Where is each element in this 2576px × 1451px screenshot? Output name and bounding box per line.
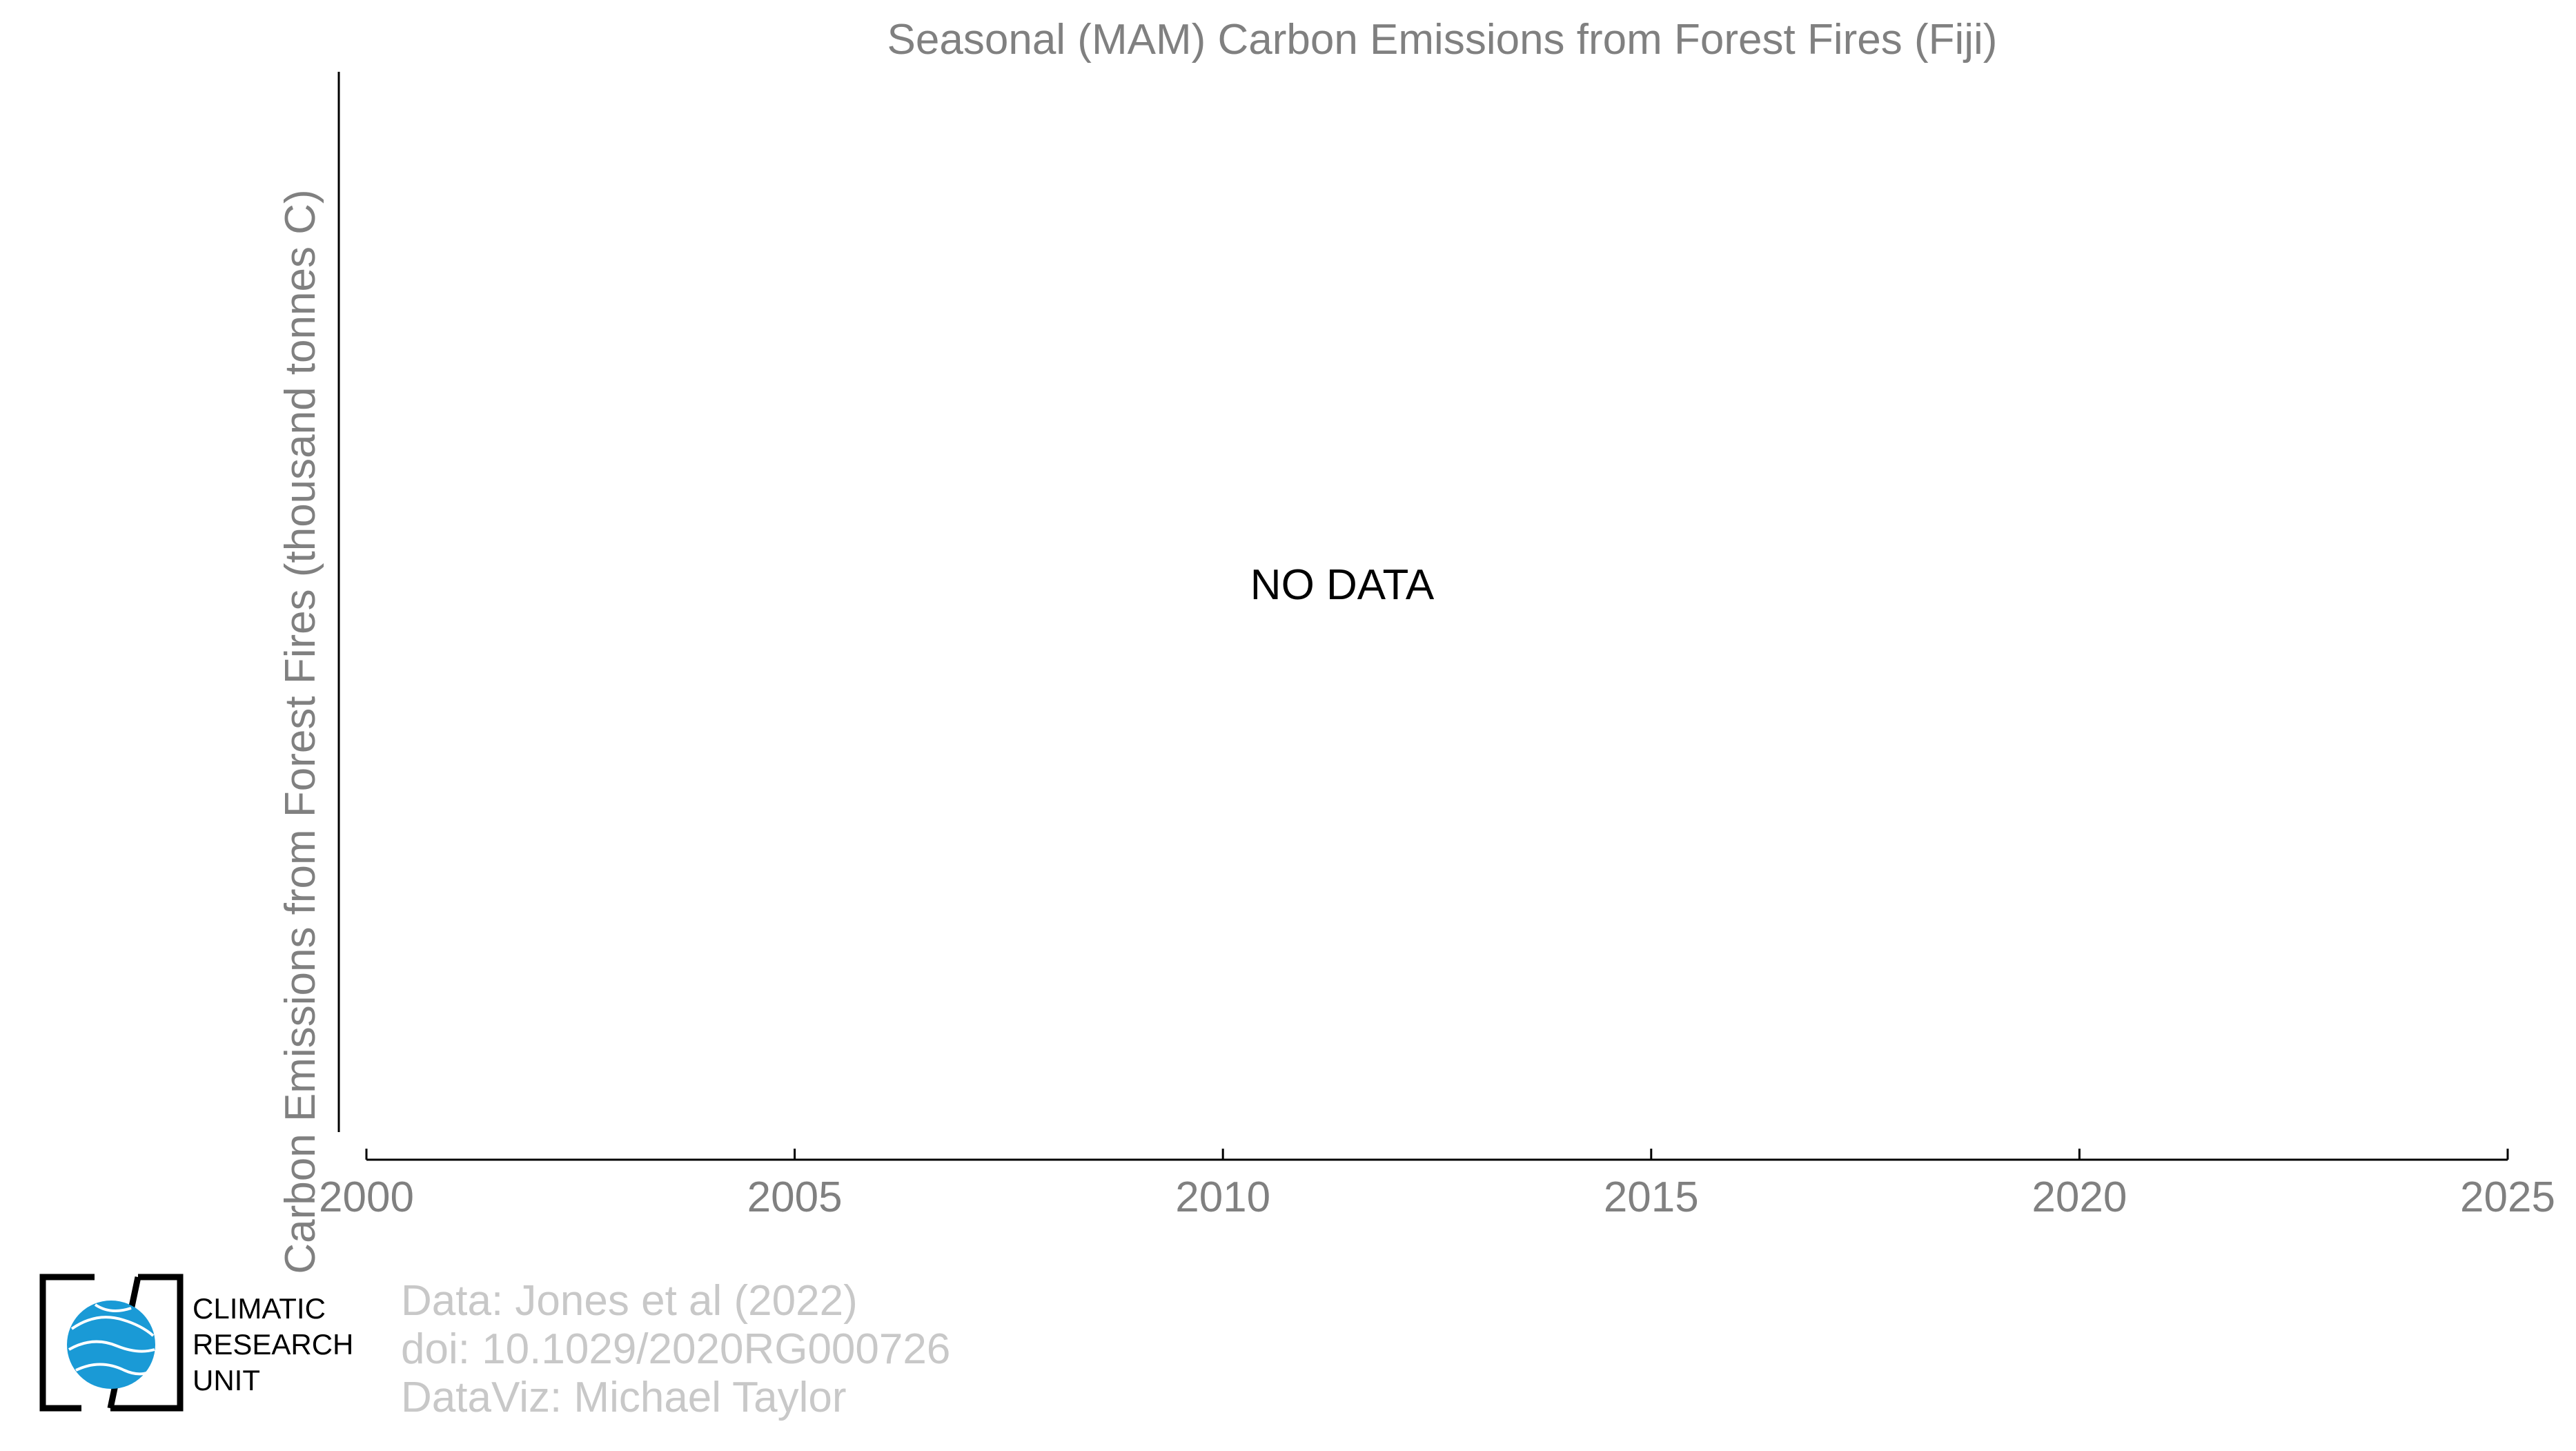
logo-text-line-2: RESEARCH — [193, 1328, 353, 1361]
x-tick-label: 2025 — [2460, 1174, 2555, 1221]
logo-text-line-1: CLIMATIC — [193, 1292, 326, 1325]
x-tick-label: 2010 — [1175, 1174, 1270, 1221]
x-tick-label: 2015 — [1604, 1174, 1699, 1221]
x-tick-label: 2020 — [2032, 1174, 2127, 1221]
credits: Data: Jones et al (2022) doi: 10.1029/20… — [401, 1277, 950, 1421]
x-tick-label: 2005 — [747, 1174, 843, 1221]
credit-line-2: doi: 10.1029/2020RG000726 — [401, 1325, 950, 1373]
cru-logo: CLIMATIC RESEARCH UNIT — [39, 1274, 353, 1412]
y-axis-label: Carbon Emissions from Forest Fires (thou… — [277, 189, 324, 1274]
x-axis-ticks: 2000 2005 2010 2015 2020 2025 — [319, 1149, 2555, 1221]
chart-title: Seasonal (MAM) Carbon Emissions from For… — [887, 16, 1998, 64]
logo-text-line-3: UNIT — [193, 1364, 260, 1396]
globe-icon — [67, 1301, 155, 1389]
credit-line-3: DataViz: Michael Taylor — [401, 1374, 847, 1421]
no-data-label: NO DATA — [1250, 561, 1435, 609]
credit-line-1: Data: Jones et al (2022) — [401, 1277, 858, 1325]
x-tick-label: 2000 — [319, 1174, 414, 1221]
